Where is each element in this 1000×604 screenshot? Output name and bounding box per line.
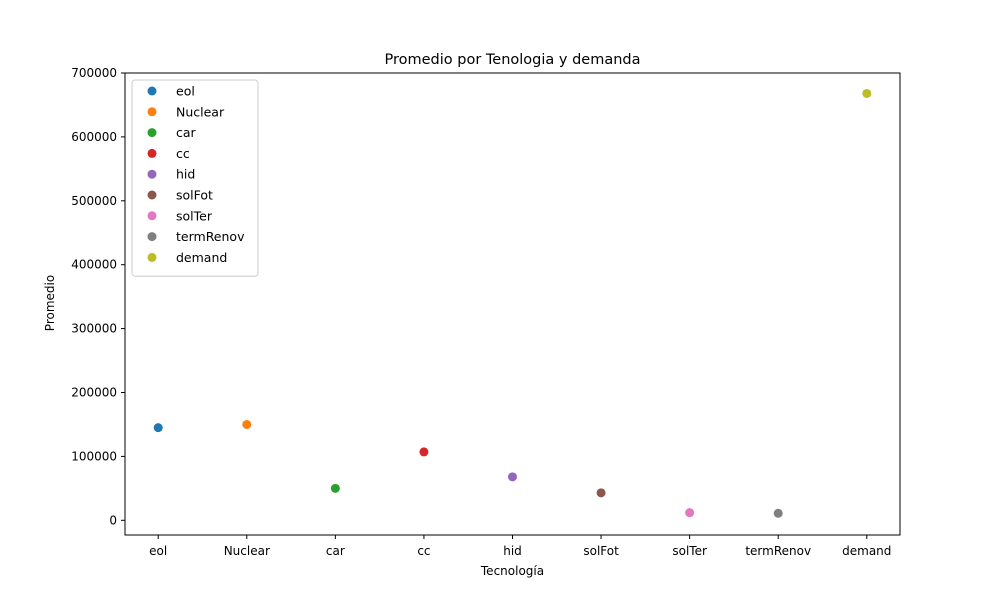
data-point-solFot — [596, 488, 606, 498]
legend-marker-Nuclear — [147, 107, 157, 117]
legend-label-demand: demand — [176, 250, 227, 265]
data-point-termRenov — [773, 508, 783, 518]
x-tick-label: cc — [417, 544, 430, 558]
y-tick-label: 400000 — [71, 258, 117, 272]
x-tick-label: eol — [149, 544, 167, 558]
axis-ticks: 0 100000 200000 300000 400000 500000 600000 700… — [71, 66, 891, 558]
x-tick-label: car — [326, 544, 345, 558]
data-point-Nuclear — [242, 419, 252, 429]
legend-marker-termRenov — [147, 232, 157, 242]
legend-label-cc: cc — [176, 146, 190, 161]
x-tick-label: hid — [503, 544, 522, 558]
y-tick-label: 200000 — [71, 386, 117, 400]
y-tick-label: 100000 — [71, 449, 117, 463]
y-tick-label: 700000 — [71, 66, 117, 80]
legend-marker-solFot — [147, 190, 157, 200]
x-tick-label: termRenov — [745, 544, 811, 558]
legend-marker-solTer — [147, 211, 157, 221]
legend-marker-car — [147, 128, 157, 138]
y-tick-label: 600000 — [71, 130, 117, 144]
plot-area-frame — [124, 72, 901, 536]
x-axis-label: Tecnología — [480, 564, 544, 578]
legend-label-termRenov: termRenov — [176, 229, 245, 244]
x-tick-label: solFot — [583, 544, 619, 558]
x-tick-label: demand — [842, 544, 891, 558]
data-point-car — [330, 483, 340, 493]
data-point-demand — [862, 88, 872, 98]
legend-box — [131, 79, 259, 277]
legend-label-solFot: solFot — [176, 188, 213, 203]
legend-label-hid: hid — [176, 167, 195, 182]
y-tick-label: 300000 — [71, 322, 117, 336]
x-tick-label: Nuclear — [224, 544, 270, 558]
legend-marker-cc — [147, 148, 157, 158]
data-point-hid — [508, 472, 517, 482]
data-point-eol — [153, 423, 163, 433]
chart-title: Promedio por Tenologia y demanda — [384, 52, 640, 68]
y-tick-label: 0 — [109, 513, 117, 527]
legend-label-eol: eol — [176, 84, 195, 99]
data-points — [153, 88, 872, 518]
legend: eol Nuclear car cc hid solFot solTer termRenov d… — [131, 79, 259, 277]
legend-marker-hid — [147, 169, 157, 179]
legend-label-Nuclear: Nuclear — [176, 104, 225, 119]
data-point-cc — [419, 447, 429, 457]
legend-label-car: car — [176, 125, 197, 140]
legend-label-solTer: solTer — [176, 208, 213, 223]
data-point-solTer — [685, 508, 695, 518]
y-tick-label: 500000 — [71, 194, 117, 208]
x-tick-label: solTer — [672, 544, 707, 558]
legend-marker-eol — [147, 86, 157, 96]
legend-marker-demand — [147, 252, 157, 262]
y-axis-label: Promedio — [43, 275, 57, 331]
